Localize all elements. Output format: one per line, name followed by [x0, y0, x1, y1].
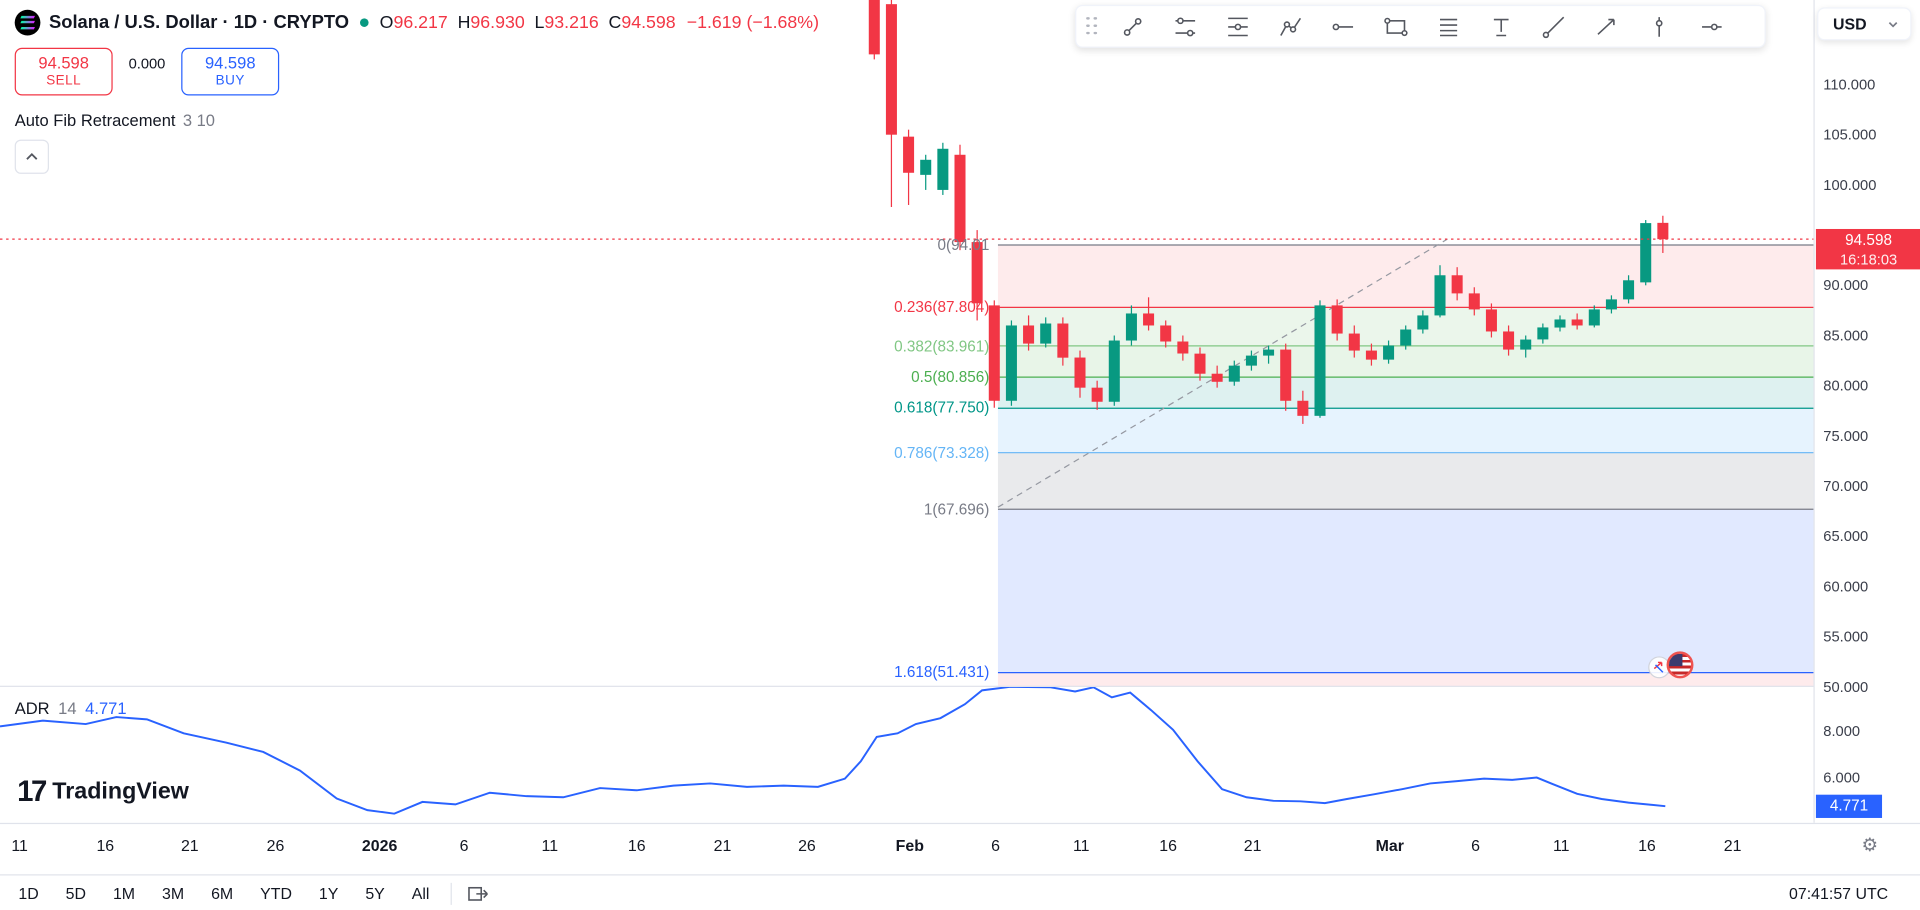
sell-button[interactable]: 94.598 SELL	[14, 47, 113, 96]
time-axis-label: 6	[459, 836, 469, 855]
price-axis-label: 65.000	[1823, 527, 1869, 545]
time-axis-label: 21	[1243, 836, 1262, 855]
time-axis-label: Feb	[895, 836, 924, 855]
trend-line-icon[interactable]	[1112, 9, 1154, 43]
range-button-1y[interactable]: 1Y	[318, 883, 339, 902]
levels-icon[interactable]	[1217, 9, 1259, 43]
time-axis-label: 11	[1552, 836, 1570, 855]
price-axis-label: 80.000	[1823, 377, 1869, 395]
time-axis-label: 21	[1723, 836, 1742, 855]
time-axis-label: 21	[180, 836, 199, 855]
adr-axis-label: 6.000	[1823, 768, 1861, 787]
range-button-1m[interactable]: 1M	[112, 883, 136, 902]
range-button-all[interactable]: All	[411, 883, 430, 902]
chevron-down-icon	[1886, 17, 1901, 32]
axis-settings-gear-icon[interactable]: ⚙	[1861, 835, 1879, 856]
spread-value: 0.000	[128, 55, 166, 73]
time-axis-label: 6	[991, 836, 1000, 855]
adr-indicator-canvas[interactable]	[0, 686, 1813, 823]
range-button-5y[interactable]: 5Y	[365, 883, 385, 902]
adr-value-badge: 4.771	[1815, 794, 1883, 818]
change-value: −1.619 (−1.68%)	[686, 12, 819, 33]
time-axis-label: 16	[1638, 836, 1656, 855]
main-chart-canvas[interactable]	[0, 0, 1814, 687]
go-to-date-icon	[467, 886, 488, 901]
adr-indicator-legend[interactable]: ADR 14 4.771	[14, 699, 127, 718]
currency-dropdown[interactable]: USD	[1817, 7, 1912, 41]
price-axis-label: 75.000	[1823, 427, 1869, 445]
horizontal-channel-icon[interactable]	[1164, 9, 1206, 43]
range-button-6m[interactable]: 6M	[211, 883, 234, 902]
time-axis-label: 26	[798, 836, 816, 855]
bottom-toolbar: 1D 5D 1M 3M 6M YTD 1Y 5Y All 07:41:57 UTC	[0, 874, 1920, 910]
time-axis-label: 16	[1159, 836, 1178, 855]
polyline-icon[interactable]	[1270, 9, 1312, 43]
time-axis[interactable]: 11 16 21 26 2026 6 11 16 21 26 Feb 6 11 16 21 Mar 6 11 16 2…	[0, 822, 1920, 876]
symbol-legend[interactable]: Solana / U.S. Dollar · 1D · CRYPTO O96.2…	[14, 9, 819, 36]
price-axis-label: 90.000	[1823, 276, 1869, 294]
adr-axis-label: 8.000	[1823, 722, 1861, 740]
price-axis[interactable]: 94.598 16:18:03 4.771 110.000 105.000 100.…	[1813, 0, 1920, 823]
pane-separator[interactable]	[0, 685, 1814, 687]
toolbar-divider	[450, 882, 452, 905]
price-axis-label: 85.000	[1823, 326, 1869, 345]
indicator-legend[interactable]: Auto Fib Retracement 3 10	[14, 111, 216, 130]
price-axis-label: 60.000	[1823, 577, 1869, 596]
price-axis-label: 70.000	[1823, 477, 1869, 495]
range-button-1d[interactable]: 1D	[18, 883, 39, 902]
time-axis-label: 11	[1072, 836, 1090, 855]
tradingview-logo-icon: 17	[17, 775, 47, 809]
market-open-dot[interactable]	[360, 18, 369, 27]
time-axis-label: 16	[627, 836, 646, 855]
economic-event-marker[interactable]	[1648, 650, 1704, 684]
time-axis-label: 21	[713, 836, 732, 855]
range-button-3m[interactable]: 3M	[162, 883, 185, 902]
collapse-legend-button[interactable]	[14, 139, 49, 174]
ray-icon[interactable]	[1533, 9, 1575, 43]
vertical-line-icon[interactable]	[1638, 9, 1680, 43]
rectangle-icon[interactable]	[1375, 9, 1417, 43]
time-axis-label: 16	[96, 836, 115, 855]
time-axis-label: 11	[11, 836, 28, 855]
time-axis-label: 2026	[361, 836, 398, 855]
ohlc-values: O96.217 H96.930 L93.216 C94.598	[379, 12, 676, 33]
us-flag-icon	[1666, 651, 1694, 679]
current-price-label: 94.598 16:18:03	[1815, 228, 1920, 270]
price-axis-label: 100.000	[1823, 176, 1877, 194]
price-axis-label: 55.000	[1823, 628, 1869, 646]
range-button-ytd[interactable]: YTD	[260, 883, 292, 902]
time-axis-label: Mar	[1375, 836, 1404, 855]
time-axis-label: 11	[541, 836, 559, 855]
time-axis-label: 26	[266, 836, 285, 855]
time-axis-label: 6	[1471, 836, 1480, 855]
utc-clock[interactable]: 07:41:57 UTC	[1789, 884, 1889, 903]
chevron-up-icon	[22, 147, 42, 167]
symbol-title[interactable]: Solana / U.S. Dollar · 1D · CRYPTO	[48, 12, 350, 34]
arrow-icon[interactable]	[1586, 9, 1628, 43]
solana-logo-icon	[14, 9, 41, 36]
parallel-lines-icon[interactable]	[1428, 9, 1470, 43]
price-axis-label: 50.000	[1823, 678, 1869, 696]
price-axis-label: 110.000	[1823, 75, 1876, 94]
buy-button[interactable]: 94.598 BUY	[181, 47, 280, 96]
countdown-timer: 16:18:03	[1839, 251, 1898, 269]
toolbar-drag-handle-icon[interactable]	[1086, 16, 1098, 37]
cross-line-icon[interactable]	[1691, 9, 1733, 43]
horizontal-ray-icon[interactable]	[1322, 9, 1364, 43]
tradingview-watermark: 17 TradingView	[17, 775, 189, 809]
price-axis-label: 105.000	[1823, 126, 1877, 144]
text-anchor-icon[interactable]	[1480, 9, 1522, 43]
drawing-toolbar	[1075, 4, 1766, 48]
go-to-date-button[interactable]	[459, 879, 496, 908]
range-button-5d[interactable]: 5D	[65, 883, 87, 902]
